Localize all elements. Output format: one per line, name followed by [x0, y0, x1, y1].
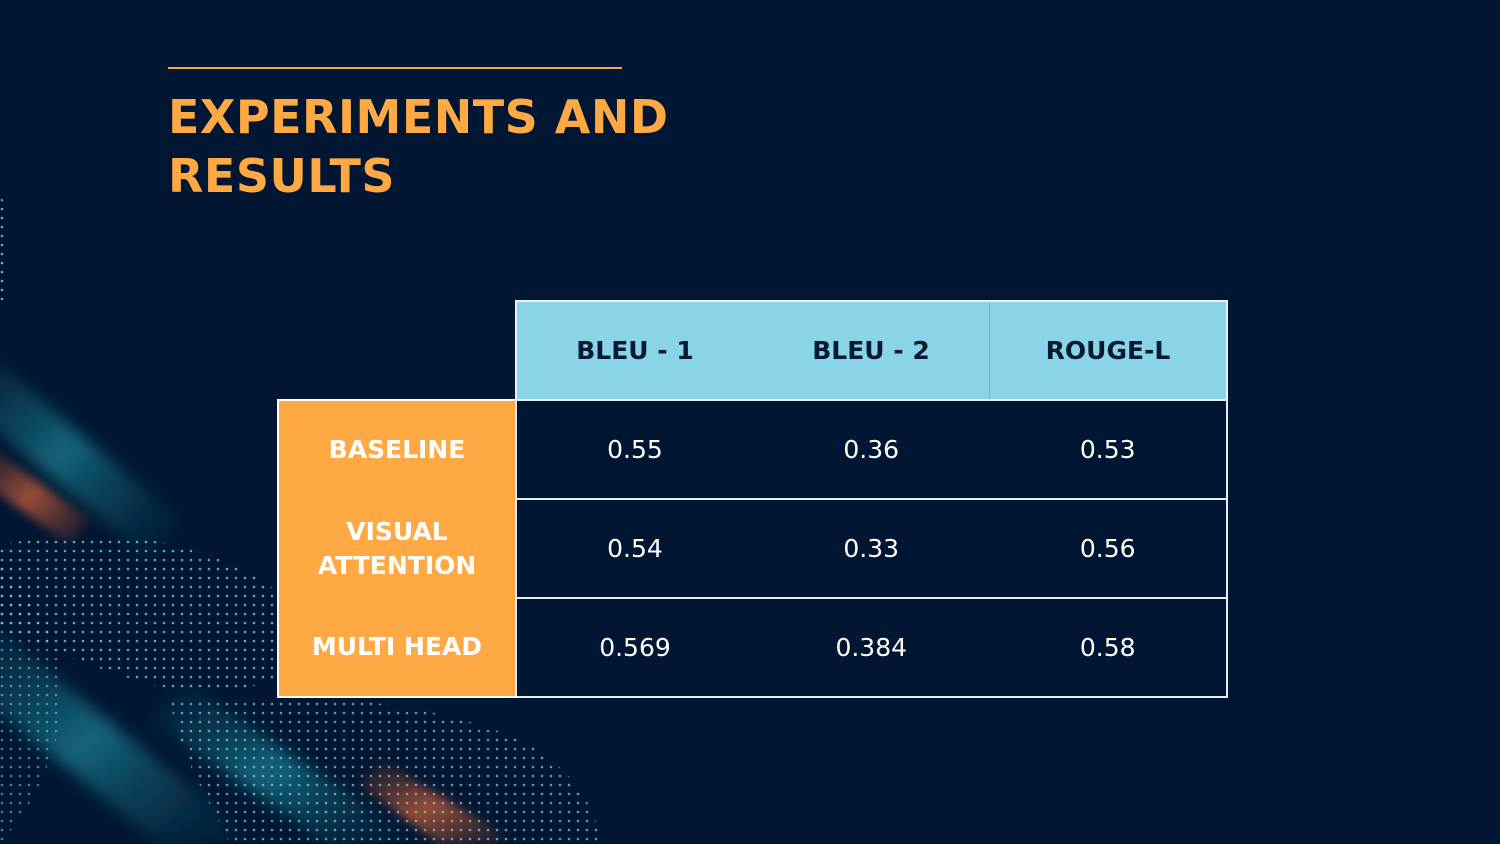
table-row: BASELINE 0.55 0.36 0.53 [277, 399, 1228, 500]
title-rule [168, 67, 622, 69]
table-cell: 0.53 [989, 399, 1228, 500]
table-row: VISUAL ATTENTION 0.54 0.33 0.56 [277, 498, 1228, 599]
column-header: ROUGE-L [989, 300, 1228, 400]
results-table: BLEU - 1 BLEU - 2 ROUGE-L BASELINE 0.55 … [277, 300, 1228, 698]
table-cell: 0.33 [753, 498, 990, 599]
row-header: BASELINE [277, 399, 516, 499]
column-header: BLEU - 1 [515, 300, 753, 400]
table-cell: 0.54 [515, 498, 753, 599]
row-header: VISUAL ATTENTION [277, 499, 516, 598]
table-cell: 0.569 [515, 597, 753, 698]
table-cell: 0.56 [989, 498, 1228, 599]
table-cell: 0.55 [515, 399, 753, 500]
row-header: MULTI HEAD [277, 598, 516, 698]
table-corner [278, 301, 516, 400]
column-header: BLEU - 2 [753, 300, 990, 400]
table-row: MULTI HEAD 0.569 0.384 0.58 [277, 597, 1228, 698]
table-cell: 0.58 [989, 597, 1228, 698]
table-header-row: BLEU - 1 BLEU - 2 ROUGE-L [278, 300, 1228, 400]
table-cell: 0.384 [753, 597, 990, 698]
page-title: EXPERIMENTS AND RESULTS [168, 90, 669, 203]
table-cell: 0.36 [753, 399, 990, 500]
